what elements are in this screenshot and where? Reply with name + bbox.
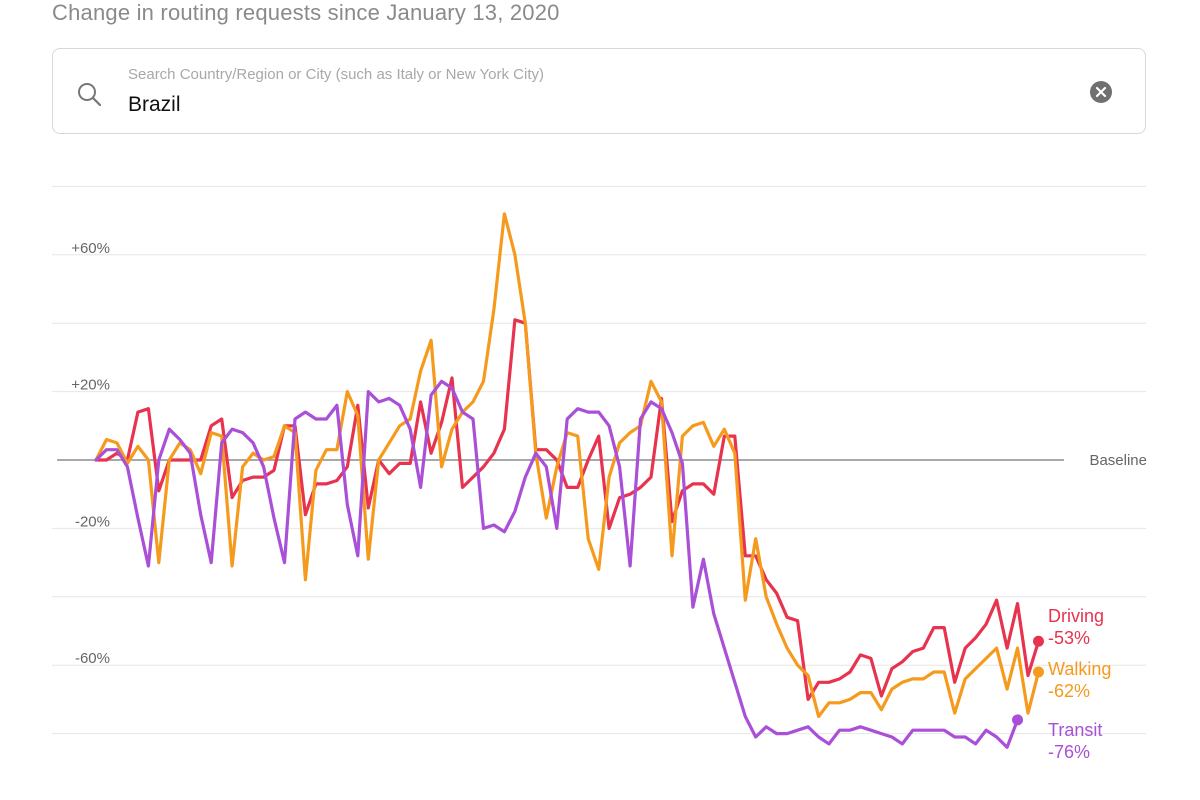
search-input[interactable]: Brazil bbox=[128, 93, 181, 116]
search-icon bbox=[77, 82, 103, 108]
search-box[interactable]: Search Country/Region or City (such as I… bbox=[52, 48, 1146, 134]
clear-icon bbox=[1095, 86, 1107, 98]
baseline-label: Baseline bbox=[1089, 452, 1147, 469]
series-name-driving: Driving bbox=[1048, 606, 1104, 626]
series-value-transit: -76% bbox=[1048, 742, 1090, 762]
y-tick-label: -20% bbox=[75, 513, 110, 530]
series-line-walking bbox=[94, 212, 1041, 719]
series-value-driving: -53% bbox=[1048, 628, 1090, 648]
clear-search-button[interactable] bbox=[1090, 81, 1112, 103]
series-line-transit bbox=[94, 379, 1020, 749]
y-tick-label: +20% bbox=[71, 377, 110, 394]
series-name-walking: Walking bbox=[1048, 659, 1111, 679]
y-tick-label: -60% bbox=[75, 650, 110, 667]
page-title: Change in routing requests since January… bbox=[52, 0, 560, 25]
series-name-transit: Transit bbox=[1048, 720, 1102, 740]
search-placeholder: Search Country/Region or City (such as I… bbox=[128, 66, 544, 83]
series-line-driving bbox=[94, 318, 1041, 702]
end-dot-driving bbox=[1032, 635, 1044, 647]
series-value-walking: -62% bbox=[1048, 681, 1090, 701]
end-dot-transit bbox=[1012, 714, 1024, 726]
end-dot-walking bbox=[1032, 666, 1044, 678]
y-tick-label: +60% bbox=[71, 240, 110, 257]
